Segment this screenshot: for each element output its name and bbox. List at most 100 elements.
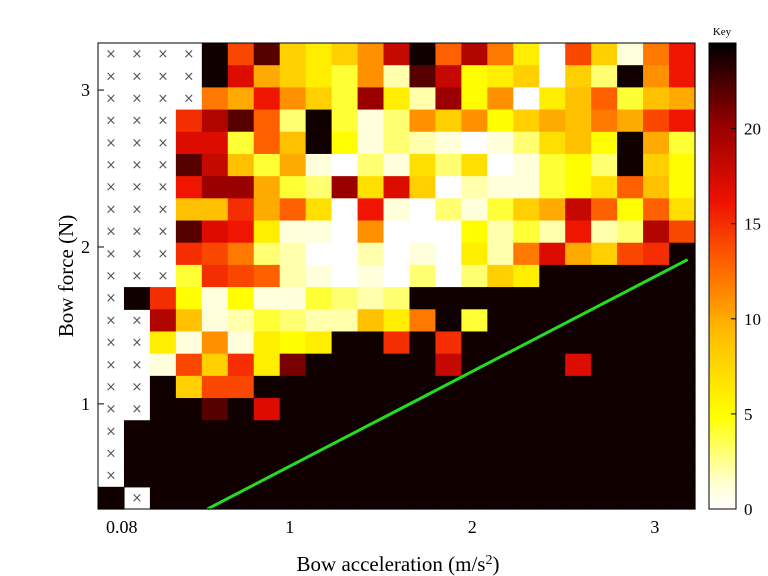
heatmap-cell [305, 43, 333, 66]
heatmap-cell [331, 464, 359, 488]
heatmap-cell [201, 87, 229, 111]
heatmap-cell [617, 220, 644, 244]
missing-marker: × [157, 202, 168, 217]
heatmap-cell [279, 43, 307, 66]
missing-marker: × [106, 336, 117, 351]
heatmap-cell [201, 109, 229, 133]
heatmap-cell [643, 287, 670, 310]
heatmap-cell [565, 87, 592, 111]
heatmap-cell [487, 109, 514, 133]
heatmap-cell [383, 87, 411, 111]
heatmap-cell [539, 131, 566, 155]
heatmap-cell [435, 287, 462, 310]
heatmap-cell [643, 131, 670, 155]
heatmap-cell [643, 309, 670, 333]
heatmap-cell [357, 375, 385, 399]
heatmap-cell [227, 176, 255, 199]
heatmap-cell [539, 87, 566, 111]
heatmap-cell [669, 65, 696, 88]
missing-marker: × [106, 424, 117, 439]
heatmap-cell [617, 464, 644, 488]
heatmap-cell [175, 442, 203, 466]
heatmap-cell [409, 331, 437, 355]
heatmap-cell [175, 486, 203, 510]
missing-marker: × [131, 313, 142, 328]
heatmap-cell [357, 43, 385, 66]
heatmap-cell [383, 375, 411, 399]
colorbar-gradient [708, 42, 737, 510]
heatmap-cell [617, 198, 644, 222]
heatmap-cell [305, 87, 333, 111]
heatmap-cell [149, 486, 177, 510]
heatmap-cell [617, 109, 644, 133]
heatmap-cell [305, 220, 333, 244]
heatmap-cell [357, 464, 385, 488]
heatmap-cell [201, 65, 229, 88]
heatmap-cell [149, 353, 177, 377]
heatmap-cell [513, 43, 540, 66]
heatmap-cell [305, 464, 333, 488]
heatmap-cell [565, 109, 592, 133]
heatmap-cell [435, 242, 462, 266]
heatmap-cell [201, 264, 229, 288]
heatmap-cell [513, 309, 540, 333]
heatmap-cell [201, 153, 229, 177]
heatmap-cell [539, 198, 566, 222]
heatmap-cell [617, 153, 644, 177]
heatmap-cell [461, 242, 488, 266]
heatmap-cell [357, 198, 385, 222]
heatmap-cell [279, 309, 307, 333]
x-axis-label: Bow acceleration (m/s2) [297, 552, 500, 576]
heatmap-cell [487, 65, 514, 88]
heatmap-cell [539, 242, 566, 266]
heatmap-cell [513, 153, 540, 177]
heatmap-cell [331, 309, 359, 333]
heatmap-cell [435, 486, 462, 510]
heatmap-cell [175, 464, 203, 488]
heatmap-cell [539, 420, 566, 444]
heatmap-cell [123, 287, 151, 310]
heatmap-cell [201, 375, 229, 399]
heatmap-cell [643, 43, 670, 66]
heatmap-cell [513, 242, 540, 266]
heatmap-cell [149, 331, 177, 355]
heatmap-cell [643, 353, 670, 377]
missing-marker: × [131, 158, 142, 173]
heatmap-cell [123, 420, 151, 444]
heatmap-cell [539, 353, 566, 377]
heatmap-cell [149, 375, 177, 399]
boundary-line [206, 258, 689, 511]
heatmap-cell [617, 398, 644, 421]
heatmap-cell [409, 43, 437, 66]
heatmap-cell [175, 353, 203, 377]
heatmap-cell [643, 420, 670, 444]
heatmap-cell [227, 375, 255, 399]
heatmap-cell [253, 176, 281, 199]
missing-marker: × [106, 114, 117, 129]
heatmap-cell [409, 398, 437, 421]
heatmap-cell [357, 176, 385, 199]
heatmap-cell [435, 309, 462, 333]
heatmap-cell [383, 220, 411, 244]
heatmap-cell [253, 442, 281, 466]
missing-marker: × [106, 313, 117, 328]
heatmap-cell [617, 131, 644, 155]
heatmap-cell [513, 87, 540, 111]
x-tick-label: 0.08 [106, 517, 138, 537]
heatmap-cell [409, 109, 437, 133]
heatmap-cell [383, 309, 411, 333]
missing-marker: × [157, 91, 168, 106]
heatmap-cell [487, 442, 514, 466]
heatmap-cell [357, 242, 385, 266]
heatmap-cell [461, 309, 488, 333]
heatmap-cell [591, 87, 618, 111]
heatmap-cell [253, 43, 281, 66]
heatmap-cell [591, 242, 618, 266]
heatmap-cell [539, 464, 566, 488]
heatmap-cell [643, 375, 670, 399]
missing-marker: × [131, 202, 142, 217]
heatmap-cell [331, 87, 359, 111]
heatmap-cell [305, 176, 333, 199]
x-axis: 0.08 1 2 3 [106, 503, 659, 537]
heatmap-cell [539, 375, 566, 399]
